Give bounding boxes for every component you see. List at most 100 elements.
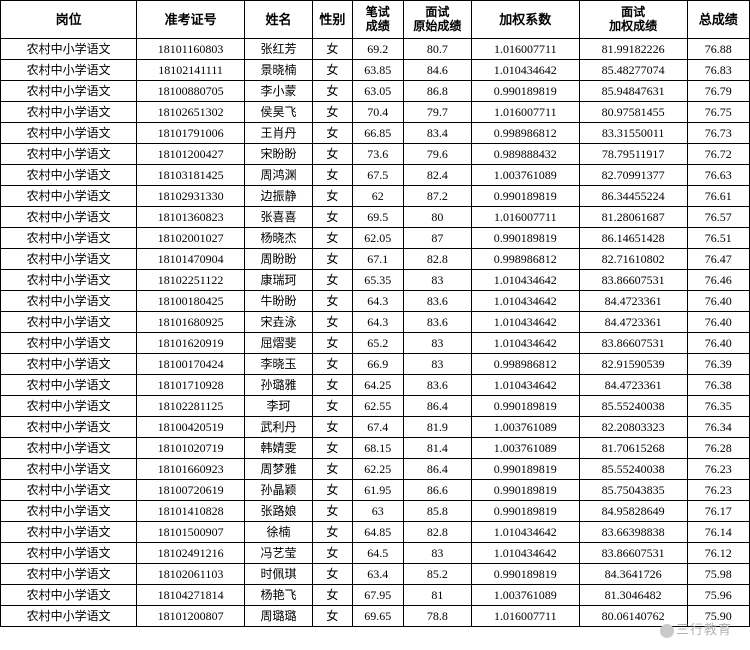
- table-row: 农村中小学语文18101710928孙璐雅女64.2583.61.0104346…: [1, 375, 750, 396]
- cell-interview_weighted: 86.34455224: [579, 186, 687, 207]
- cell-gender: 女: [313, 480, 353, 501]
- cell-gender: 女: [313, 333, 353, 354]
- table-row: 农村中小学语文18101680925宋垚泳女64.383.61.01043464…: [1, 312, 750, 333]
- cell-interview_raw: 83.6: [403, 375, 471, 396]
- cell-exam_id: 18101200427: [137, 144, 245, 165]
- cell-post: 农村中小学语文: [1, 165, 137, 186]
- cell-total: 76.23: [687, 459, 750, 480]
- cell-total: 76.79: [687, 81, 750, 102]
- cell-exam_id: 18100180425: [137, 291, 245, 312]
- cell-interview_raw: 83.6: [403, 312, 471, 333]
- cell-interview_raw: 80: [403, 207, 471, 228]
- cell-interview_raw: 82.8: [403, 249, 471, 270]
- cell-post: 农村中小学语文: [1, 564, 137, 585]
- cell-gender: 女: [313, 312, 353, 333]
- col-header-coef: 加权系数: [471, 1, 579, 39]
- cell-post: 农村中小学语文: [1, 396, 137, 417]
- cell-exam_id: 18101500907: [137, 522, 245, 543]
- cell-gender: 女: [313, 270, 353, 291]
- cell-name: 张喜喜: [244, 207, 312, 228]
- cell-interview_weighted: 85.75043835: [579, 480, 687, 501]
- cell-post: 农村中小学语文: [1, 186, 137, 207]
- cell-interview_raw: 87.2: [403, 186, 471, 207]
- table-body: 农村中小学语文18101160803张红芳女69.280.71.01600771…: [1, 39, 750, 627]
- cell-gender: 女: [313, 207, 353, 228]
- cell-gender: 女: [313, 291, 353, 312]
- cell-post: 农村中小学语文: [1, 354, 137, 375]
- cell-interview_weighted: 78.79511917: [579, 144, 687, 165]
- col-header-total: 总成绩: [687, 1, 750, 39]
- cell-coef: 1.016007711: [471, 207, 579, 228]
- col-header-exam_id: 准考证号: [137, 1, 245, 39]
- cell-written: 68.15: [352, 438, 403, 459]
- cell-interview_raw: 84.6: [403, 60, 471, 81]
- cell-interview_raw: 83: [403, 333, 471, 354]
- cell-gender: 女: [313, 249, 353, 270]
- cell-interview_raw: 86.8: [403, 81, 471, 102]
- table-row: 农村中小学语文18101200807周璐璐女69.6578.81.0160077…: [1, 606, 750, 627]
- cell-total: 76.17: [687, 501, 750, 522]
- cell-name: 李小蒙: [244, 81, 312, 102]
- cell-gender: 女: [313, 501, 353, 522]
- cell-exam_id: 18100420519: [137, 417, 245, 438]
- cell-written: 62.55: [352, 396, 403, 417]
- cell-written: 67.5: [352, 165, 403, 186]
- table-row: 农村中小学语文18100180425牛盼盼女64.383.61.01043464…: [1, 291, 750, 312]
- cell-name: 周梦雅: [244, 459, 312, 480]
- cell-total: 76.75: [687, 102, 750, 123]
- cell-coef: 0.989888432: [471, 144, 579, 165]
- cell-coef: 1.010434642: [471, 375, 579, 396]
- cell-gender: 女: [313, 186, 353, 207]
- cell-written: 63.85: [352, 60, 403, 81]
- cell-interview_raw: 82.8: [403, 522, 471, 543]
- cell-exam_id: 18100880705: [137, 81, 245, 102]
- cell-interview_raw: 86.6: [403, 480, 471, 501]
- cell-name: 宋盼盼: [244, 144, 312, 165]
- cell-post: 农村中小学语文: [1, 60, 137, 81]
- cell-interview_weighted: 83.86607531: [579, 543, 687, 564]
- cell-exam_id: 18101470904: [137, 249, 245, 270]
- cell-total: 76.63: [687, 165, 750, 186]
- cell-name: 王肖丹: [244, 123, 312, 144]
- col-header-written: 笔试成绩: [352, 1, 403, 39]
- cell-written: 69.65: [352, 606, 403, 627]
- cell-exam_id: 18101160803: [137, 39, 245, 60]
- cell-coef: 1.016007711: [471, 102, 579, 123]
- cell-interview_weighted: 83.31550011: [579, 123, 687, 144]
- cell-coef: 0.990189819: [471, 501, 579, 522]
- cell-total: 75.96: [687, 585, 750, 606]
- cell-coef: 1.010434642: [471, 312, 579, 333]
- cell-interview_weighted: 81.3046482: [579, 585, 687, 606]
- table-row: 农村中小学语文18102141111景晓楠女63.8584.61.0104346…: [1, 60, 750, 81]
- cell-name: 周盼盼: [244, 249, 312, 270]
- cell-coef: 0.990189819: [471, 81, 579, 102]
- cell-gender: 女: [313, 459, 353, 480]
- cell-gender: 女: [313, 81, 353, 102]
- cell-written: 62.05: [352, 228, 403, 249]
- cell-gender: 女: [313, 585, 353, 606]
- cell-interview_weighted: 80.06140762: [579, 606, 687, 627]
- cell-written: 67.95: [352, 585, 403, 606]
- cell-total: 76.72: [687, 144, 750, 165]
- cell-coef: 1.010434642: [471, 333, 579, 354]
- cell-exam_id: 18102281125: [137, 396, 245, 417]
- col-header-post: 岗位: [1, 1, 137, 39]
- cell-gender: 女: [313, 123, 353, 144]
- cell-interview_weighted: 83.86607531: [579, 333, 687, 354]
- table-row: 农村中小学语文18101660923周梦雅女62.2586.40.9901898…: [1, 459, 750, 480]
- cell-interview_raw: 83.4: [403, 123, 471, 144]
- table-row: 农村中小学语文18102061103时佩琪女63.485.20.99018981…: [1, 564, 750, 585]
- cell-coef: 1.003761089: [471, 165, 579, 186]
- cell-gender: 女: [313, 60, 353, 81]
- table-row: 农村中小学语文18102251122康瑞珂女65.35831.010434642…: [1, 270, 750, 291]
- table-row: 农村中小学语文18101791006王肖丹女66.8583.40.9989868…: [1, 123, 750, 144]
- cell-post: 农村中小学语文: [1, 480, 137, 501]
- cell-name: 周鸿渊: [244, 165, 312, 186]
- cell-interview_weighted: 82.91590539: [579, 354, 687, 375]
- cell-coef: 1.010434642: [471, 270, 579, 291]
- col-header-gender: 性别: [313, 1, 353, 39]
- cell-post: 农村中小学语文: [1, 207, 137, 228]
- cell-name: 李珂: [244, 396, 312, 417]
- table-row: 农村中小学语文18101620919屈熠斐女65.2831.0104346428…: [1, 333, 750, 354]
- cell-total: 76.73: [687, 123, 750, 144]
